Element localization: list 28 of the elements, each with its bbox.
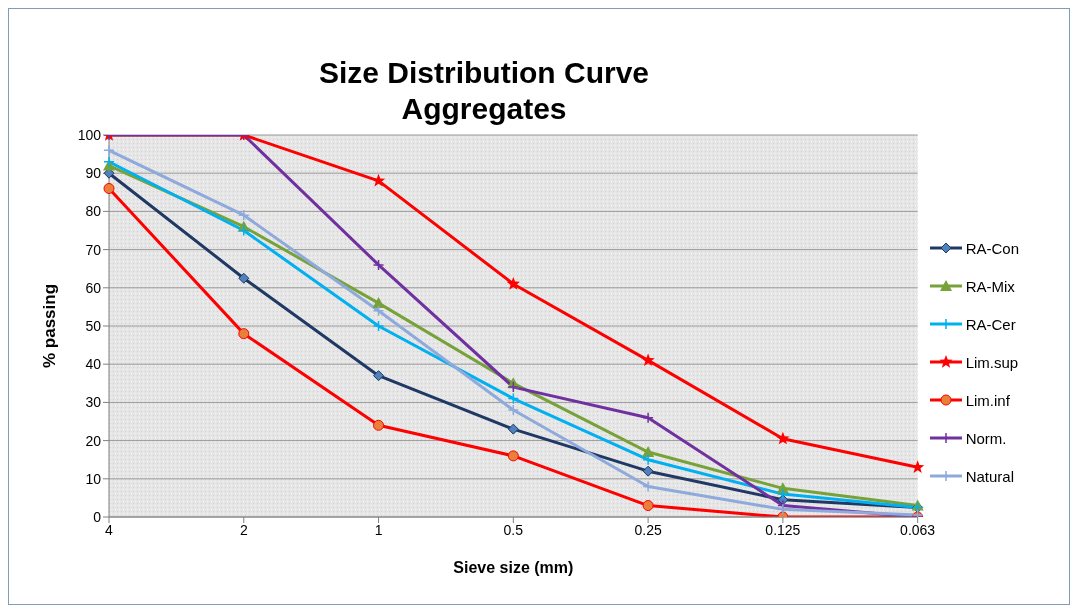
x-tick-label: 0.125 bbox=[765, 521, 801, 538]
x-tick-label: 2 bbox=[239, 521, 248, 538]
y-tick-label: 20 bbox=[85, 432, 102, 449]
y-tick-label: 0 bbox=[93, 508, 102, 525]
y-tick-label: 70 bbox=[85, 241, 102, 258]
x-tick-label: 0.5 bbox=[503, 521, 524, 538]
legend-label: Norm. bbox=[965, 429, 1007, 447]
y-tick-label: 30 bbox=[85, 394, 102, 411]
x-tick-label: 4 bbox=[105, 521, 114, 538]
legend-label: RA-Cer bbox=[965, 315, 1016, 333]
y-tick-label: 60 bbox=[85, 279, 102, 296]
y-tick-label: 10 bbox=[85, 470, 102, 487]
y-tick-label: 40 bbox=[85, 356, 102, 373]
y-tick-label: 80 bbox=[85, 203, 102, 220]
x-tick-label: 0.25 bbox=[634, 521, 662, 538]
legend-label: Lim.sup bbox=[965, 353, 1019, 371]
legend-label: RA-Con bbox=[965, 239, 1019, 257]
x-tick-label: 0.063 bbox=[900, 521, 936, 538]
y-tick-label: 90 bbox=[85, 165, 102, 182]
y-axis-title: % passing bbox=[40, 283, 60, 369]
y-tick-label: 50 bbox=[85, 317, 102, 334]
y-tick-label: 100 bbox=[77, 126, 102, 143]
legend-label: Lim.inf bbox=[965, 391, 1010, 409]
legend-label: RA-Mix bbox=[965, 277, 1015, 295]
x-tick-label: 1 bbox=[374, 521, 383, 538]
legend-label: Natural bbox=[965, 467, 1014, 485]
chart-title: Size Distribution Curve Aggregates bbox=[317, 55, 650, 127]
x-axis-title: Sieve size (mm) bbox=[453, 559, 574, 576]
